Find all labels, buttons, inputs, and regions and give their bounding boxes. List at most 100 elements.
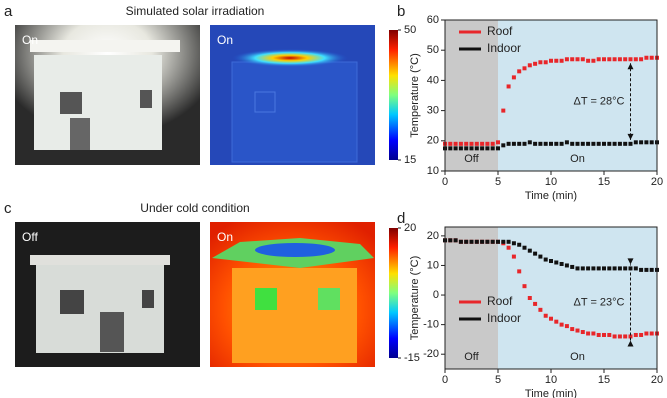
x-tick-label: 5 bbox=[495, 176, 501, 188]
data-point bbox=[559, 261, 564, 266]
data-point bbox=[617, 57, 622, 62]
data-point bbox=[596, 332, 601, 337]
data-point bbox=[554, 58, 559, 63]
data-point bbox=[580, 57, 585, 62]
arrow-head bbox=[627, 133, 634, 140]
data-point bbox=[490, 146, 495, 151]
y-tick-label: 30 bbox=[427, 105, 439, 117]
data-point bbox=[538, 60, 543, 65]
annotation: ΔT = 23°C bbox=[574, 296, 625, 308]
data-point bbox=[591, 58, 596, 63]
x-tick-label: 10 bbox=[545, 176, 557, 188]
data-point bbox=[639, 267, 644, 272]
thermal-c bbox=[210, 222, 375, 367]
y-tick-label: 50 bbox=[427, 44, 439, 56]
data-point bbox=[623, 57, 628, 62]
data-point bbox=[511, 241, 516, 246]
panel-letter: c bbox=[4, 200, 12, 217]
colorbar bbox=[389, 228, 398, 358]
data-point bbox=[511, 75, 516, 80]
data-point bbox=[533, 141, 538, 146]
data-point bbox=[628, 334, 633, 339]
data-point bbox=[527, 140, 532, 145]
data-point bbox=[612, 57, 617, 62]
y-tick-label: 60 bbox=[427, 14, 439, 26]
data-point bbox=[580, 330, 585, 335]
legend-label: Indoor bbox=[487, 41, 521, 55]
data-point bbox=[586, 141, 591, 146]
data-point bbox=[554, 319, 559, 324]
data-point bbox=[517, 242, 522, 247]
data-point bbox=[602, 266, 606, 271]
data-point bbox=[501, 108, 506, 113]
data-point bbox=[538, 141, 543, 146]
data-point bbox=[543, 313, 548, 318]
y-tick-label: 20 bbox=[427, 230, 439, 242]
data-point bbox=[496, 140, 500, 145]
data-point bbox=[564, 263, 569, 268]
data-point bbox=[485, 141, 490, 146]
thermal-a bbox=[210, 25, 375, 165]
data-point bbox=[607, 57, 612, 62]
window-heat bbox=[254, 91, 276, 113]
window-heat bbox=[255, 288, 277, 310]
y-tick-label: 0 bbox=[433, 289, 439, 301]
data-point bbox=[538, 254, 543, 259]
data-point bbox=[538, 307, 543, 312]
data-point bbox=[464, 239, 469, 244]
data-point bbox=[639, 57, 644, 62]
arrow-head bbox=[627, 63, 634, 70]
data-point bbox=[586, 331, 591, 336]
data-point bbox=[527, 63, 532, 68]
data-point bbox=[527, 296, 532, 300]
data-point bbox=[469, 239, 474, 244]
data-point bbox=[564, 57, 569, 62]
legend-label: Roof bbox=[487, 294, 513, 308]
panel-title: Simulated solar irradiation bbox=[126, 4, 265, 18]
data-point bbox=[543, 141, 548, 146]
colorbar bbox=[389, 30, 398, 160]
y-tick-label: -20 bbox=[423, 348, 439, 360]
data-point bbox=[628, 141, 633, 146]
data-point bbox=[575, 141, 580, 146]
data-point bbox=[602, 332, 606, 337]
data-point bbox=[575, 328, 580, 333]
arrow-head bbox=[627, 340, 634, 347]
data-point bbox=[469, 141, 474, 146]
data-point bbox=[628, 57, 633, 62]
data-point bbox=[485, 146, 490, 151]
roof bbox=[30, 255, 170, 265]
window bbox=[60, 290, 84, 314]
roof-cold bbox=[255, 243, 335, 257]
data-point bbox=[533, 61, 538, 66]
panel-letter: b bbox=[397, 3, 405, 20]
data-point bbox=[575, 57, 580, 62]
data-point bbox=[549, 259, 553, 264]
data-point bbox=[570, 327, 575, 332]
plot-frame bbox=[444, 226, 658, 370]
data-point bbox=[617, 266, 622, 271]
x-tick-label: 15 bbox=[598, 374, 610, 386]
data-point bbox=[580, 266, 585, 271]
data-point bbox=[639, 140, 644, 145]
annotation: ΔT = 28°C bbox=[574, 95, 625, 107]
y-tick-label: 10 bbox=[427, 165, 439, 177]
data-point bbox=[506, 245, 511, 250]
data-point bbox=[649, 55, 654, 60]
data-point bbox=[511, 141, 516, 146]
data-point bbox=[533, 251, 538, 256]
colorbar-tick-label: 15 bbox=[404, 154, 416, 166]
data-point bbox=[453, 238, 458, 243]
data-point bbox=[612, 334, 617, 339]
photo-label: Off bbox=[22, 230, 38, 244]
data-point bbox=[607, 141, 612, 146]
door bbox=[70, 118, 90, 150]
region-label: Off bbox=[464, 153, 479, 165]
y-tick-label: -10 bbox=[423, 319, 439, 331]
data-point bbox=[602, 141, 606, 146]
data-point bbox=[633, 140, 638, 145]
data-point bbox=[506, 84, 511, 89]
data-point bbox=[617, 334, 622, 339]
data-point bbox=[607, 332, 612, 337]
